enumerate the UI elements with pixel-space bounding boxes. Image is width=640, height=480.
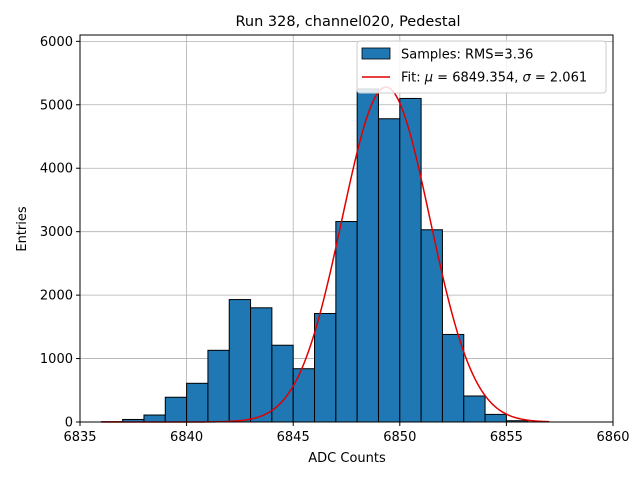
legend-label-samples: Samples: RMS=3.36 bbox=[401, 48, 533, 63]
legend-fit-sigma-symbol: σ bbox=[523, 71, 532, 86]
y-tick-label-3: 3000 bbox=[40, 225, 73, 240]
plot-frame bbox=[79, 34, 614, 423]
y-tick-label-6: 6000 bbox=[40, 35, 73, 50]
histogram-bar-6844 bbox=[271, 344, 294, 423]
x-axis-ticks: 6835 6840 6845 6850 6855 6860 bbox=[63, 422, 630, 445]
x-axis-label: ADC Counts bbox=[308, 451, 386, 466]
histogram-bars bbox=[100, 88, 550, 423]
y-tick-label-0: 0 bbox=[65, 416, 73, 431]
y-axis-ticks: 0 1000 2000 3000 4000 5000 6000 bbox=[40, 35, 80, 431]
y-axis-label: Entries bbox=[15, 206, 30, 252]
legend: Samples: RMS=3.36 Fit: μ = 6849.354, σ =… bbox=[356, 40, 607, 94]
x-tick-label-5: 6860 bbox=[596, 430, 629, 445]
histogram-bar-6840 bbox=[186, 382, 209, 423]
legend-fit-prefix: Fit: bbox=[401, 71, 425, 86]
histogram-bar-6852 bbox=[441, 333, 465, 423]
x-tick-label-0: 6835 bbox=[63, 430, 96, 445]
histogram-bar-6838 bbox=[143, 414, 166, 423]
histogram-bar-6847 bbox=[335, 221, 358, 423]
y-tick-label-4: 4000 bbox=[40, 162, 73, 177]
histogram-bar-6842 bbox=[228, 299, 252, 423]
histogram-bar-6850 bbox=[399, 97, 422, 423]
x-tick-label-4: 6855 bbox=[490, 430, 523, 445]
histogram-bar-6843 bbox=[250, 307, 273, 423]
histogram-bar-6854 bbox=[484, 413, 507, 423]
histogram-bar-6845 bbox=[292, 368, 316, 423]
legend-fit-sigma-text: = 2.061 bbox=[531, 71, 587, 86]
histogram-bar-6846 bbox=[314, 313, 337, 423]
x-tick-label-2: 6845 bbox=[277, 430, 310, 445]
y-tick-label-2: 2000 bbox=[40, 289, 73, 304]
histogram-bar-6849 bbox=[377, 118, 401, 423]
x-tick-label-3: 6850 bbox=[383, 430, 416, 445]
legend-swatch-samples bbox=[361, 47, 391, 60]
y-tick-label-5: 5000 bbox=[40, 98, 73, 113]
legend-fit-mu-text: = 6849.354, bbox=[433, 71, 522, 86]
histogram-bar-6839 bbox=[164, 396, 188, 423]
legend-frame bbox=[356, 40, 607, 94]
histogram-bar-6841 bbox=[207, 349, 230, 423]
chart-title: Run 328, channel020, Pedestal bbox=[235, 14, 460, 30]
y-tick-label-1: 1000 bbox=[40, 352, 73, 367]
x-tick-label-1: 6840 bbox=[170, 430, 203, 445]
histogram-bar-6853 bbox=[463, 395, 486, 423]
legend-label-fit: Fit: μ = 6849.354, σ = 2.061 bbox=[401, 71, 587, 86]
legend-fit-mu-symbol: μ bbox=[424, 71, 433, 86]
